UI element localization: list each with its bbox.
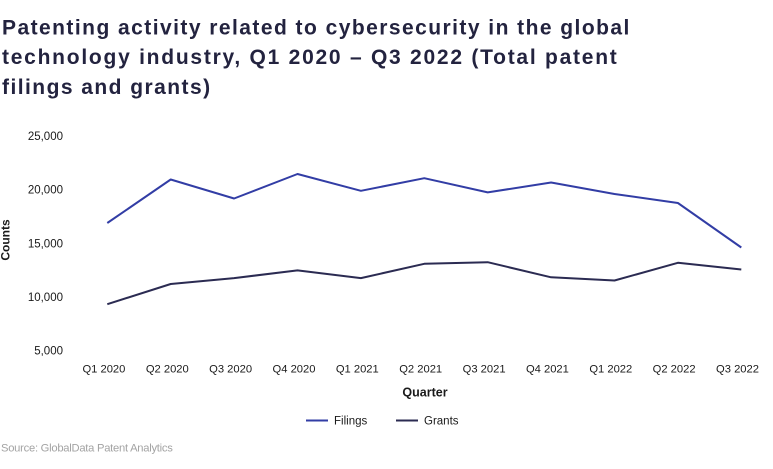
svg-text:Q1 2020: Q1 2020 [82, 363, 125, 375]
svg-text:Counts: Counts [0, 219, 13, 261]
svg-text:Q2 2021: Q2 2021 [399, 363, 442, 375]
svg-text:technology industry, Q1 2020 –: technology industry, Q1 2020 – Q3 2022 (… [2, 46, 619, 69]
svg-text:Q3 2022: Q3 2022 [716, 363, 759, 375]
svg-text:Q3 2020: Q3 2020 [209, 363, 252, 375]
svg-text:Source: GlobalData Patent Anal: Source: GlobalData Patent Analytics [1, 443, 173, 455]
svg-text:15,000: 15,000 [28, 238, 63, 250]
svg-text:Q1 2022: Q1 2022 [589, 363, 632, 375]
svg-text:Q2 2020: Q2 2020 [146, 363, 189, 375]
svg-text:Q1 2021: Q1 2021 [336, 363, 379, 375]
svg-text:filings and grants): filings and grants) [2, 76, 212, 99]
svg-text:5,000: 5,000 [34, 345, 63, 357]
svg-text:Q2 2022: Q2 2022 [653, 363, 696, 375]
svg-text:Patenting activity related to: Patenting activity related to cybersecur… [2, 16, 631, 39]
svg-text:25,000: 25,000 [28, 131, 63, 143]
svg-text:Q4 2020: Q4 2020 [273, 363, 316, 375]
svg-text:Filings: Filings [334, 416, 367, 428]
svg-text:Q3 2021: Q3 2021 [463, 363, 506, 375]
svg-text:10,000: 10,000 [28, 292, 63, 304]
svg-text:20,000: 20,000 [28, 185, 63, 197]
svg-text:Grants: Grants [424, 416, 459, 428]
svg-text:Q4 2021: Q4 2021 [526, 363, 569, 375]
svg-text:Quarter: Quarter [402, 386, 447, 400]
